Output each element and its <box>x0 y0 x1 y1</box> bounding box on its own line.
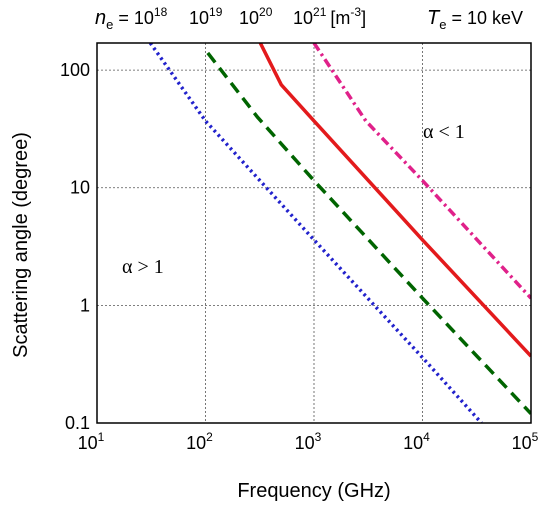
series-line-1e18 <box>148 43 483 423</box>
series-line-1e19 <box>206 51 531 415</box>
density-label-1e20: 1020 <box>239 5 273 28</box>
x-axis-label: Frequency (GHz) <box>237 480 390 502</box>
plot-frame <box>96 42 532 424</box>
temperature-label: Te = 10 keV <box>427 7 523 32</box>
data-lines <box>148 43 531 423</box>
x-tick-label: 105 <box>512 430 539 453</box>
grid <box>97 43 531 423</box>
y-tick-labels: 0.1 1 10 100 <box>60 60 90 433</box>
density-exponent: 19 <box>209 5 223 19</box>
density-exponent: 20 <box>259 5 273 19</box>
series-line-1e20 <box>258 43 531 358</box>
density-label-1e21: 1021 [m-3] <box>293 5 366 28</box>
x-tick-label: 104 <box>403 430 430 453</box>
x-tick-label: 102 <box>186 430 213 453</box>
unit-exponent: -3 <box>350 5 361 19</box>
density-label-1e19: 1019 <box>189 5 223 28</box>
density-prefix: n <box>95 7 106 29</box>
y-tick-label: 1 <box>80 295 90 315</box>
density-exponent: 18 <box>154 5 168 19</box>
x-tick-label: 101 <box>78 430 105 453</box>
x-tick-label: 103 <box>295 430 322 453</box>
y-tick-label: 100 <box>60 60 90 80</box>
y-tick-label: 0.1 <box>65 413 90 433</box>
series-line-1e21 <box>312 43 531 300</box>
density-prefix-subscript: e <box>106 17 113 32</box>
y-tick-label: 10 <box>70 178 90 198</box>
x-tick-labels: 101 102 103 104 105 <box>78 430 539 453</box>
density-label-1e18: ne = 1018 <box>95 5 168 32</box>
y-axis-label: Scattering angle (degree) <box>10 132 32 358</box>
alpha-less-than-one-label: α < 1 <box>423 121 465 143</box>
density-exponent: 21 <box>313 5 327 19</box>
alpha-greater-than-one-label: α > 1 <box>122 256 164 278</box>
